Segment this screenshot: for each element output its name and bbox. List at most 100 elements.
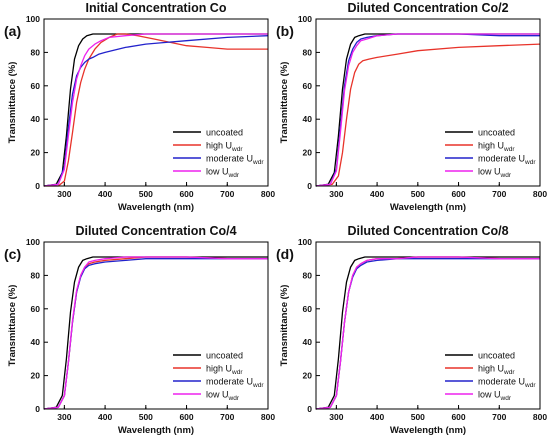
x-tick-label: 400 [370, 189, 384, 199]
legend-label: uncoated [206, 128, 243, 138]
x-tick-label: 300 [329, 189, 343, 199]
y-tick-label: 80 [31, 47, 41, 57]
x-tick-label: 700 [492, 189, 506, 199]
y-tick-label: 0 [35, 181, 40, 191]
legend-label: high U [478, 364, 504, 374]
legend-subscript: wdr [228, 172, 240, 179]
legend-entry: uncoated [206, 128, 243, 138]
legend-entry: high Uwdr [206, 364, 243, 377]
legend-subscript: wdr [524, 382, 536, 389]
x-tick-label: 300 [57, 189, 71, 199]
x-tick-label: 300 [329, 412, 343, 422]
x-tick-label: 500 [139, 412, 153, 422]
legend-label: moderate U [206, 154, 253, 164]
legend-label: uncoated [206, 351, 243, 361]
chart-panel-1: Initial Concentration Co(a)300 400 500 600 7… [4, 1, 275, 213]
y-tick-label: 60 [303, 304, 313, 314]
x-tick-label: 600 [179, 412, 193, 422]
y-tick-label: 40 [31, 337, 41, 347]
legend-entry: low Uwdr [206, 167, 240, 180]
series-line-4 [315, 256, 540, 410]
legend-label: low U [478, 167, 501, 177]
plot-frame [315, 241, 541, 410]
legend-subscript: wdr [503, 146, 515, 153]
legend-subscript: wdr [524, 159, 536, 166]
legend-subscript: wdr [231, 146, 243, 153]
plot-frame [315, 18, 541, 187]
x-axis-label: Wavelength (nm) [390, 202, 466, 213]
legend-entry: high Uwdr [478, 141, 515, 154]
y-tick-label: 80 [303, 270, 313, 280]
series-line-4 [43, 33, 268, 187]
series-line-2 [315, 43, 541, 187]
x-tick-label: 400 [98, 412, 112, 422]
legend-label: uncoated [478, 351, 515, 361]
legend-label: uncoated [478, 128, 515, 138]
series-line-2 [44, 33, 268, 187]
x-tick-label: 600 [179, 189, 193, 199]
legend-subscript: wdr [252, 159, 264, 166]
panel-label: (c) [4, 246, 21, 262]
y-axis-label: Transmittance (%) [279, 62, 290, 144]
x-tick-label: 700 [492, 412, 506, 422]
y-tick-label: 0 [307, 404, 312, 414]
y-tick-label: 0 [307, 181, 312, 191]
y-tick-label: 20 [303, 148, 313, 158]
legend-entry: high Uwdr [206, 141, 243, 154]
chart-panel-2: Diluted Concentration Co/2(b)300 400 500 60… [276, 1, 547, 213]
legend-label: high U [206, 141, 232, 151]
x-tick-label: 800 [261, 189, 275, 199]
y-tick-label: 60 [303, 81, 313, 91]
legend-entry: high Uwdr [478, 364, 515, 377]
y-tick-label: 100 [26, 14, 40, 24]
y-tick-label: 100 [298, 237, 312, 247]
y-tick-label: 20 [31, 148, 41, 158]
y-axis-label: Transmittance (%) [7, 62, 18, 144]
x-tick-label: 500 [139, 189, 153, 199]
legend-entry: low Uwdr [478, 390, 512, 403]
y-tick-label: 40 [303, 114, 313, 124]
legend-entry: moderate Uwdr [478, 377, 536, 390]
legend-label: low U [206, 390, 229, 400]
chart-panel-3: Diluted Concentration Co/4(c)300 400 500 60… [4, 224, 275, 436]
x-axis-label: Wavelength (nm) [118, 425, 194, 436]
x-axis-label: Wavelength (nm) [390, 425, 466, 436]
legend-subscript: wdr [252, 382, 264, 389]
y-tick-label: 100 [298, 14, 312, 24]
panel-label: (d) [276, 246, 294, 262]
legend-entry: low Uwdr [206, 390, 240, 403]
x-axis-label: Wavelength (nm) [118, 202, 194, 213]
y-tick-label: 60 [31, 81, 41, 91]
legend-label: low U [206, 167, 229, 177]
panel-label: (a) [4, 23, 21, 39]
chart-panel-4: Diluted Concentration Co/8(d)300 400 500 60… [276, 224, 547, 436]
x-tick-label: 400 [98, 189, 112, 199]
legend-entry: moderate Uwdr [478, 154, 536, 167]
y-tick-label: 60 [31, 304, 41, 314]
legend-label: high U [206, 364, 232, 374]
legend-subscript: wdr [231, 369, 243, 376]
plot-frame [43, 241, 269, 410]
legend-label: moderate U [206, 377, 253, 387]
x-tick-label: 800 [533, 189, 547, 199]
y-tick-label: 40 [303, 337, 313, 347]
legend-subscript: wdr [503, 369, 515, 376]
y-axis-label: Transmittance (%) [279, 285, 290, 367]
series-line-3 [43, 35, 269, 187]
legend-label: low U [478, 390, 501, 400]
legend-entry: moderate Uwdr [206, 154, 264, 167]
legend-subscript: wdr [228, 395, 240, 402]
x-tick-label: 800 [533, 412, 547, 422]
legend-entry: uncoated [206, 351, 243, 361]
chart-title: Diluted Concentration Co/4 [75, 224, 236, 238]
panel-label: (b) [276, 23, 294, 39]
x-tick-label: 600 [451, 412, 465, 422]
x-tick-label: 600 [451, 189, 465, 199]
chart-title: Diluted Concentration Co/8 [347, 224, 508, 238]
x-tick-label: 700 [220, 189, 234, 199]
legend-entry: uncoated [478, 128, 515, 138]
legend-entry: low Uwdr [478, 167, 512, 180]
chart-title: Initial Concentration Co [86, 1, 227, 15]
legend-label: high U [478, 141, 504, 151]
